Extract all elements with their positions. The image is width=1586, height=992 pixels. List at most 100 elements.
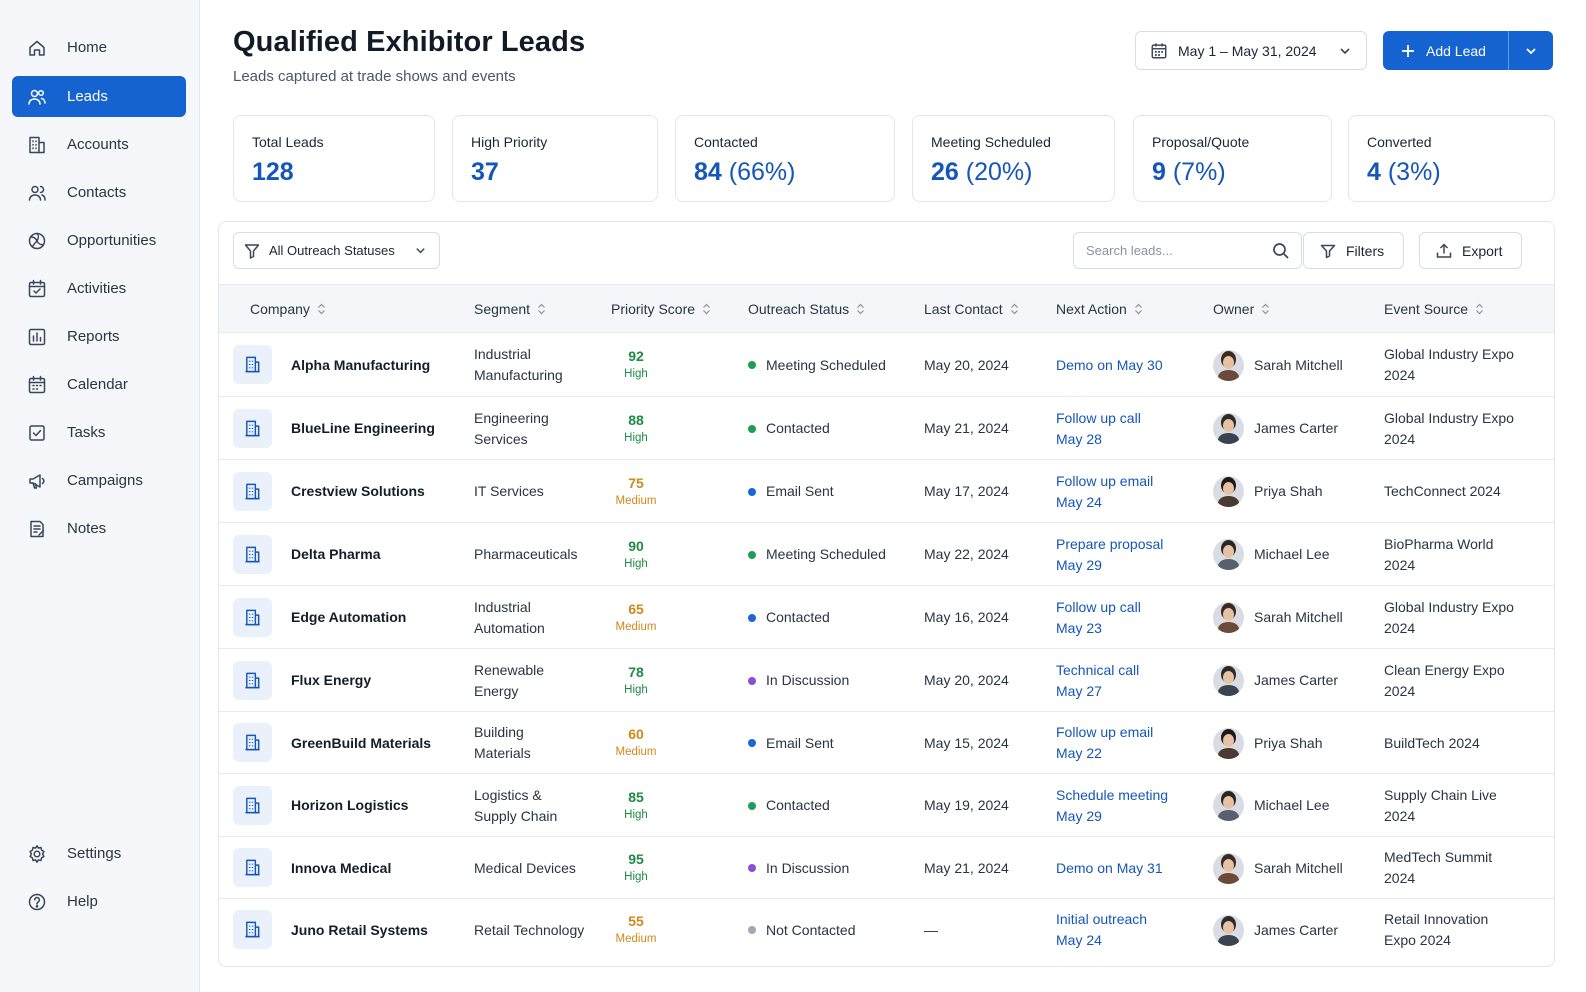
event-source-line: Supply Chain Live <box>1384 786 1497 803</box>
page-title: Qualified Exhibitor Leads <box>233 26 586 58</box>
sidebar-item-campaigns[interactable]: Campaigns <box>12 460 186 501</box>
export-button[interactable]: Export <box>1419 232 1522 269</box>
column-header-segment[interactable]: Segment <box>474 301 546 317</box>
home-icon <box>26 37 48 59</box>
table-row[interactable]: Juno Retail Systems Retail Technology 55 Me… <box>219 899 1554 961</box>
column-header-owner[interactable]: Owner <box>1213 301 1270 317</box>
sidebar-item-contacts[interactable]: Contacts <box>12 172 186 213</box>
sidebar-item-reports[interactable]: Reports <box>12 316 186 357</box>
sidebar-item-home[interactable]: Home <box>12 27 186 68</box>
building-icon <box>233 534 272 574</box>
owner-cell: Sarah Mitchell <box>1213 852 1343 884</box>
priority-score: 78 High <box>606 662 666 698</box>
score-tier: Medium <box>615 620 657 633</box>
avatar <box>1213 727 1244 759</box>
owner-name: Michael Lee <box>1254 546 1330 562</box>
column-header-priority-score[interactable]: Priority Score <box>611 301 711 317</box>
add-lead-dropdown-toggle[interactable] <box>1508 31 1553 70</box>
owner-cell: Sarah Mitchell <box>1213 602 1343 633</box>
table-row[interactable]: BlueLine Engineering Engineering Services 8… <box>219 397 1554 460</box>
next-action-line: Follow up email <box>1056 724 1154 740</box>
company-name[interactable]: Crestview Solutions <box>291 483 425 499</box>
status-dot <box>748 801 756 810</box>
next-action-link[interactable]: Initial outreach May 24 <box>1056 909 1147 951</box>
table-row[interactable]: Flux Energy Renewable Energy 78 High In Discu… <box>219 649 1554 712</box>
sort-icon <box>1127 303 1143 315</box>
column-header-outreach-status[interactable]: Outreach Status <box>748 301 865 317</box>
megaphone-icon <box>26 470 48 492</box>
table-row[interactable]: GreenBuild Materials Building Materials 60 M… <box>219 712 1554 774</box>
table-row[interactable]: Horizon Logistics Logistics & Supply Chain… <box>219 774 1554 837</box>
company-name[interactable]: Juno Retail Systems <box>291 921 428 938</box>
column-header-next-action[interactable]: Next Action <box>1056 301 1143 317</box>
next-action-link[interactable]: Prepare proposal May 29 <box>1056 534 1163 576</box>
last-contact: — <box>924 921 938 938</box>
column-header-label: Segment <box>474 301 531 317</box>
company-name[interactable]: Innova Medical <box>291 859 392 876</box>
filter-lines-icon <box>1320 244 1336 258</box>
next-action-link[interactable]: Schedule meeting May 29 <box>1056 785 1168 827</box>
last-contact: May 21, 2024 <box>924 420 1009 436</box>
company-name[interactable]: GreenBuild Materials <box>291 734 432 751</box>
next-action-link[interactable]: Follow up email May 22 <box>1056 722 1153 764</box>
table-row[interactable]: Edge Automation Industrial Automation 65 Med… <box>219 586 1554 649</box>
column-header-company[interactable]: Company <box>250 301 326 317</box>
sidebar-item-leads[interactable]: Leads <box>12 76 186 117</box>
sidebar-item-opportunities[interactable]: Opportunities <box>12 220 186 261</box>
plus-icon <box>1402 44 1414 57</box>
company-name[interactable]: Flux Energy <box>291 672 372 688</box>
score-value: 88 <box>628 411 644 428</box>
add-lead-button[interactable]: Add Lead <box>1383 31 1508 70</box>
sidebar-item-notes[interactable]: Notes <box>12 508 186 549</box>
stat-value-line: 37 <box>471 158 657 187</box>
sidebar-item-calendar[interactable]: Calendar <box>12 364 186 405</box>
event-source: Clean Energy Expo 2024 <box>1384 660 1505 702</box>
segment-line: Engineering <box>474 409 549 426</box>
company-name[interactable]: Delta Pharma <box>291 546 381 562</box>
column-header-label: Last Contact <box>924 301 1003 317</box>
sidebar-item-accounts[interactable]: Accounts <box>12 124 186 165</box>
sidebar-item-help[interactable]: Help <box>12 881 186 922</box>
status-label: Meeting Scheduled <box>766 356 886 373</box>
segment-line: Industrial <box>474 346 531 362</box>
column-header-last-contact[interactable]: Last Contact <box>924 301 1019 317</box>
search-icon[interactable] <box>1272 242 1290 260</box>
score-tier: Medium <box>615 494 657 507</box>
column-header-event-source[interactable]: Event Source <box>1384 301 1484 317</box>
avatar <box>1213 914 1244 946</box>
sidebar-item-tasks[interactable]: Tasks <box>12 412 186 453</box>
upload-icon <box>1436 242 1452 258</box>
company-name[interactable]: BlueLine Engineering <box>291 420 435 436</box>
event-source: Global Industry Expo 2024 <box>1384 408 1514 450</box>
owner-name: Michael Lee <box>1254 797 1330 813</box>
next-action-link[interactable]: Technical call May 27 <box>1056 660 1139 702</box>
next-action-link[interactable]: Follow up email May 24 <box>1056 471 1153 513</box>
next-action-link[interactable]: Demo on May 30 <box>1056 355 1163 376</box>
add-lead-button-group: Add Lead <box>1383 31 1553 70</box>
stat-percent: (66%) <box>728 158 796 186</box>
date-range-picker[interactable]: May 1 – May 31, 2024 <box>1135 31 1367 70</box>
sidebar-item-settings[interactable]: Settings <box>12 833 186 874</box>
calendar-icon <box>1151 42 1167 58</box>
next-action-line: Prepare proposal <box>1056 535 1164 552</box>
building-icon <box>233 471 272 511</box>
event-source-line: Retail Innovation <box>1384 911 1489 927</box>
company-name[interactable]: Edge Automation <box>291 609 407 625</box>
status-label: Meeting Scheduled <box>766 546 886 562</box>
outreach-status: Contacted <box>748 795 830 816</box>
outreach-status-filter-label: All Outreach Statuses <box>269 243 395 258</box>
outreach-status-filter[interactable]: All Outreach Statuses <box>233 232 440 269</box>
table-row[interactable]: Alpha Manufacturing Industrial Manufacturi… <box>219 333 1554 397</box>
company-name[interactable]: Alpha Manufacturing <box>291 356 431 373</box>
next-action-link[interactable]: Demo on May 31 <box>1056 858 1163 879</box>
search-input[interactable] <box>1086 243 1266 258</box>
company-name[interactable]: Horizon Logistics <box>291 797 409 813</box>
sidebar-item-activities[interactable]: Activities <box>12 268 186 309</box>
table-row[interactable]: Crestview Solutions IT Services 75 Medium Em… <box>219 460 1554 523</box>
next-action-link[interactable]: Follow up call May 23 <box>1056 597 1141 639</box>
next-action-link[interactable]: Follow up call May 28 <box>1056 408 1141 450</box>
event-source: Retail Innovation Expo 2024 <box>1384 909 1488 951</box>
table-row[interactable]: Delta Pharma Pharmaceuticals 90 High Meeting… <box>219 523 1554 586</box>
filters-button[interactable]: Filters <box>1303 232 1404 269</box>
table-row[interactable]: Innova Medical Medical Devices 95 High In Di… <box>219 837 1554 899</box>
